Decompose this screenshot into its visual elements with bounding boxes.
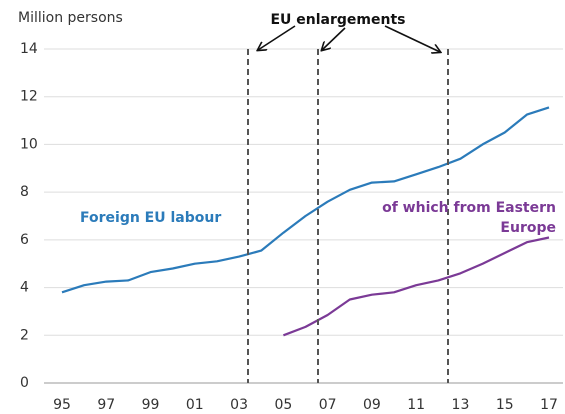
y-tick-label: 10 xyxy=(20,136,38,152)
y-tick-label: 14 xyxy=(20,41,38,57)
x-tick-label: 05 xyxy=(274,397,292,413)
x-tick-label: 07 xyxy=(319,397,337,413)
series-line xyxy=(283,236,550,337)
y-tick-label: 4 xyxy=(20,280,29,296)
x-tick-label: 95 xyxy=(53,397,71,413)
x-tick-label: 15 xyxy=(496,397,514,413)
arrow xyxy=(258,25,296,50)
x-tick-label: 99 xyxy=(142,397,160,413)
series-label: Foreign EU labour xyxy=(80,210,222,226)
arrow xyxy=(384,25,440,52)
enlargement-markers xyxy=(247,49,449,383)
x-tick-label: 13 xyxy=(452,397,470,413)
y-tick-label: 12 xyxy=(20,89,38,105)
y-tick-label: 8 xyxy=(20,184,29,200)
annotation: EU enlargements xyxy=(270,12,405,28)
y-tick-label: 6 xyxy=(20,232,29,248)
x-tick-label: 97 xyxy=(97,397,115,413)
arrows xyxy=(258,25,440,52)
y-axis-label: Million persons xyxy=(18,10,123,26)
series-label: of which from Eastern Europe xyxy=(382,200,556,236)
y-tick-label: 0 xyxy=(20,375,29,391)
x-tick-label: 09 xyxy=(363,397,381,413)
x-tick-label: 03 xyxy=(230,397,248,413)
x-tick-label: 11 xyxy=(407,397,425,413)
x-tick-label: 01 xyxy=(186,397,204,413)
y-tick-label: 2 xyxy=(20,327,29,343)
x-tick-label: 17 xyxy=(540,397,558,413)
series-line xyxy=(61,106,550,294)
arrow xyxy=(322,27,346,50)
